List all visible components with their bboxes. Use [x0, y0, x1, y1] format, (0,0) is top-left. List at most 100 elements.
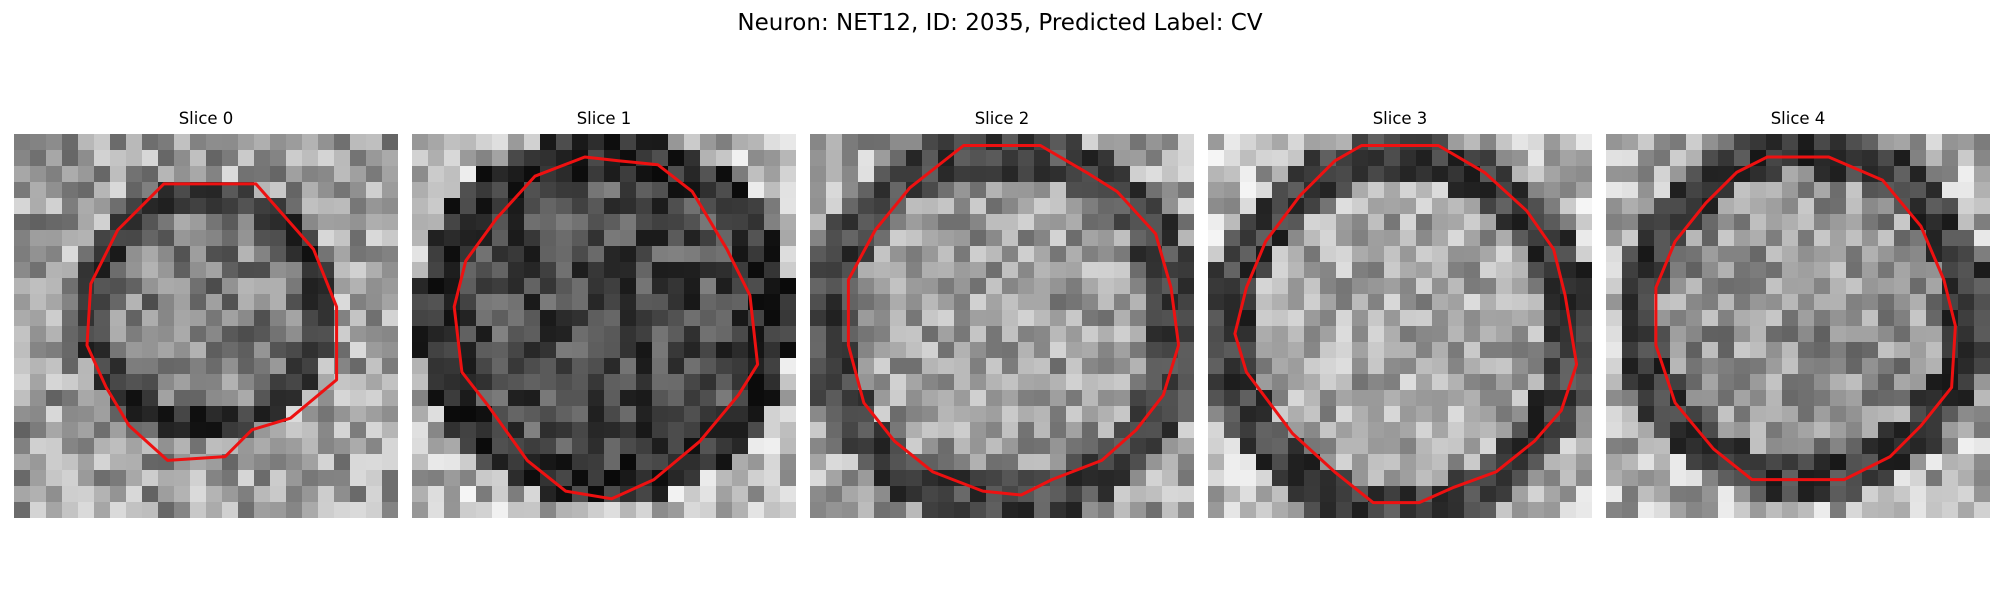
image-pixel [1480, 182, 1497, 199]
image-pixel [1846, 134, 1863, 151]
image-pixel [302, 198, 319, 215]
image-pixel [222, 470, 239, 487]
image-pixel [1130, 278, 1147, 295]
image-pixel [540, 182, 557, 199]
image-pixel [1544, 166, 1561, 183]
slice-image-0 [14, 134, 398, 518]
image-pixel [524, 486, 541, 503]
image-pixel [810, 470, 827, 487]
image-pixel [444, 230, 461, 247]
image-pixel [492, 342, 509, 359]
image-pixel [1686, 134, 1703, 151]
image-pixel [1958, 182, 1975, 199]
image-pixel [732, 150, 749, 167]
image-pixel [286, 310, 303, 327]
image-pixel [238, 310, 255, 327]
image-pixel [1082, 262, 1099, 279]
image-pixel [1336, 502, 1353, 518]
image-pixel [318, 406, 335, 423]
image-pixel [46, 438, 63, 455]
image-pixel [986, 470, 1003, 487]
image-pixel [1320, 182, 1337, 199]
image-pixel [1352, 198, 1369, 215]
image-pixel [1146, 470, 1163, 487]
image-pixel [906, 198, 923, 215]
image-pixel [1654, 310, 1671, 327]
image-pixel [810, 502, 827, 518]
image-pixel [922, 310, 939, 327]
image-pixel [906, 278, 923, 295]
image-pixel [62, 214, 79, 231]
image-pixel [1528, 310, 1545, 327]
image-pixel [110, 262, 127, 279]
image-pixel [1082, 198, 1099, 215]
image-pixel [1480, 214, 1497, 231]
image-pixel [1240, 310, 1257, 327]
image-pixel [970, 342, 987, 359]
image-pixel [366, 294, 383, 311]
image-pixel [302, 406, 319, 423]
image-pixel [190, 134, 207, 151]
image-pixel [1336, 246, 1353, 263]
image-pixel [954, 230, 971, 247]
image-pixel [222, 358, 239, 375]
image-pixel [1846, 262, 1863, 279]
image-pixel [366, 342, 383, 359]
image-pixel [970, 358, 987, 375]
image-pixel [142, 262, 159, 279]
image-pixel [1002, 438, 1019, 455]
image-pixel [1162, 326, 1179, 343]
image-pixel [1416, 326, 1433, 343]
image-pixel [1066, 502, 1083, 518]
image-pixel [1146, 422, 1163, 439]
image-pixel [1512, 214, 1529, 231]
image-pixel [1368, 246, 1385, 263]
image-pixel [1416, 454, 1433, 471]
image-pixel [1926, 278, 1943, 295]
image-pixel [524, 150, 541, 167]
image-pixel [826, 470, 843, 487]
image-pixel [700, 358, 717, 375]
image-pixel [1798, 246, 1815, 263]
image-pixel [620, 358, 637, 375]
image-pixel [158, 342, 175, 359]
image-pixel [1130, 246, 1147, 263]
image-pixel [350, 422, 367, 439]
image-pixel [1686, 422, 1703, 439]
image-pixel [1050, 262, 1067, 279]
image-pixel [492, 486, 509, 503]
image-pixel [286, 182, 303, 199]
image-pixel [810, 438, 827, 455]
image-pixel [286, 454, 303, 471]
image-pixel [302, 374, 319, 391]
image-pixel [1702, 262, 1719, 279]
image-pixel [1082, 470, 1099, 487]
image-pixel [492, 390, 509, 407]
image-pixel [1512, 150, 1529, 167]
image-pixel [1814, 214, 1831, 231]
image-pixel [62, 390, 79, 407]
image-pixel [30, 470, 47, 487]
image-pixel [1718, 390, 1735, 407]
image-pixel [684, 470, 701, 487]
image-pixel [652, 374, 669, 391]
image-pixel [1336, 262, 1353, 279]
image-pixel [700, 406, 717, 423]
image-pixel [780, 278, 796, 295]
image-pixel [126, 406, 143, 423]
image-pixel [1082, 342, 1099, 359]
image-pixel [254, 246, 271, 263]
image-pixel [1814, 262, 1831, 279]
image-pixel [636, 278, 653, 295]
image-pixel [1146, 454, 1163, 471]
image-pixel [938, 454, 955, 471]
image-pixel [1034, 246, 1051, 263]
image-pixel [684, 342, 701, 359]
image-pixel [1304, 166, 1321, 183]
image-pixel [1958, 358, 1975, 375]
image-pixel [238, 438, 255, 455]
image-pixel [1448, 374, 1465, 391]
image-pixel [1098, 470, 1115, 487]
image-pixel [1018, 198, 1035, 215]
image-pixel [1846, 438, 1863, 455]
